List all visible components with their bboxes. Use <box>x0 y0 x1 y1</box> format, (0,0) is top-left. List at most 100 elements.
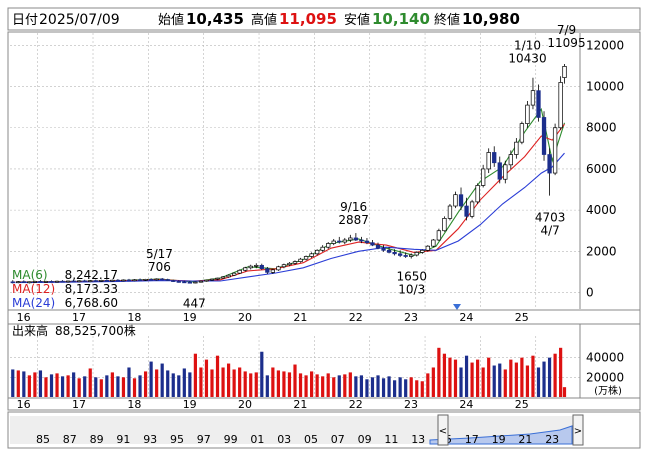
candle-body <box>16 281 21 283</box>
volume-bar <box>204 359 209 397</box>
volume-bar <box>476 359 480 397</box>
volume-bar <box>177 375 181 397</box>
candle-body <box>115 279 121 282</box>
candle-body <box>530 90 536 106</box>
candle <box>431 238 436 248</box>
candle-body <box>243 267 248 271</box>
volume-bar <box>420 381 424 397</box>
candle <box>10 280 15 284</box>
annotation-label: 706 <box>148 260 171 274</box>
volume-bar <box>94 377 98 397</box>
volume-bar <box>525 365 530 397</box>
candle <box>403 252 408 258</box>
price-x-ticks: 16 17 18 19 20 21 22 23 24 25 <box>17 311 529 324</box>
price-x-tick-label: 24 <box>459 311 473 324</box>
timeline-label: 85 <box>36 433 50 446</box>
volume-bar <box>492 365 496 397</box>
volume-bar <box>143 371 148 397</box>
candle <box>481 164 486 188</box>
candle-body <box>436 230 442 241</box>
candle <box>160 277 165 281</box>
candle-body <box>386 249 392 253</box>
volume-bar <box>298 373 303 397</box>
candle-body <box>132 279 137 282</box>
annotation-label: 10/3 <box>398 283 425 297</box>
volume-bar <box>22 371 26 397</box>
candle-body <box>126 279 132 282</box>
timeline-right-handle[interactable] <box>572 414 584 446</box>
volume-bar <box>193 353 197 397</box>
volume-bar <box>503 369 507 397</box>
price-y-tick-label: 6000 <box>586 162 617 176</box>
candle <box>265 266 270 274</box>
volume-bar <box>562 387 567 397</box>
volume-x-tick-label: 19 <box>183 398 197 411</box>
candle-body <box>248 265 253 269</box>
volume-bar <box>83 376 87 397</box>
price-y-tick-label: 4000 <box>586 203 617 217</box>
volume-bar <box>99 379 103 397</box>
price-y-tick-label: 0 <box>586 286 594 300</box>
candle-body <box>381 247 386 251</box>
candle-body <box>182 281 187 284</box>
legend-ma6-label: MA(6) <box>12 268 48 282</box>
volume-bar <box>431 367 435 397</box>
candle <box>60 280 65 283</box>
volume-bar <box>514 362 518 397</box>
volume-bar <box>453 359 458 397</box>
candle <box>409 253 414 259</box>
price-x-tick-label: 21 <box>293 311 307 324</box>
timeline-label: 95 <box>170 433 184 446</box>
volume-bar <box>260 351 264 397</box>
candle <box>137 278 143 282</box>
volume-x-ticks: 16 17 18 19 20 21 22 23 24 25 <box>17 398 529 411</box>
timeline-label: 99 <box>224 433 238 446</box>
volume-bar <box>77 378 81 397</box>
candle <box>392 249 397 256</box>
candle-body <box>176 281 181 283</box>
candle <box>364 237 370 245</box>
timeline-label: 91 <box>116 433 130 446</box>
candle <box>220 276 226 279</box>
volume-bar <box>531 355 535 397</box>
candle-body <box>54 280 60 283</box>
candle <box>425 245 430 252</box>
candle <box>154 278 159 281</box>
candle-body <box>110 279 115 282</box>
volume-bar <box>199 367 203 397</box>
price-y-tick-label: 10000 <box>586 80 624 94</box>
candle-body <box>331 240 336 244</box>
volume-bar <box>321 376 325 397</box>
candle-body <box>547 154 552 174</box>
volume-bar <box>149 361 153 397</box>
timeline-label: 03 <box>277 433 291 446</box>
volume-bar <box>520 357 524 397</box>
candle-body <box>259 264 264 269</box>
timeline-left-handle[interactable] <box>437 414 449 446</box>
candle-body <box>32 281 38 283</box>
candle-body <box>187 281 193 284</box>
candle-body <box>409 254 414 257</box>
candle <box>514 138 519 159</box>
volume-bar <box>442 353 447 397</box>
volume-bar <box>27 375 31 397</box>
candle-body <box>392 252 397 255</box>
candle-body <box>49 281 54 283</box>
candle-body <box>281 264 287 268</box>
candle-body <box>237 269 242 274</box>
volume-bar <box>38 370 43 397</box>
candle-body <box>204 279 209 282</box>
candle <box>326 242 331 249</box>
price-x-tick-label: 18 <box>127 311 141 324</box>
candle <box>27 281 32 284</box>
annotation-label: 4703 <box>535 211 566 225</box>
candle <box>171 279 176 283</box>
volume-bar <box>66 375 70 397</box>
candle <box>337 236 342 244</box>
candle-body <box>287 262 292 266</box>
volume-bar <box>105 375 109 397</box>
candle <box>558 76 563 130</box>
candle <box>115 279 121 282</box>
candle <box>519 121 525 145</box>
volume-label: 出来高 <box>12 323 48 338</box>
